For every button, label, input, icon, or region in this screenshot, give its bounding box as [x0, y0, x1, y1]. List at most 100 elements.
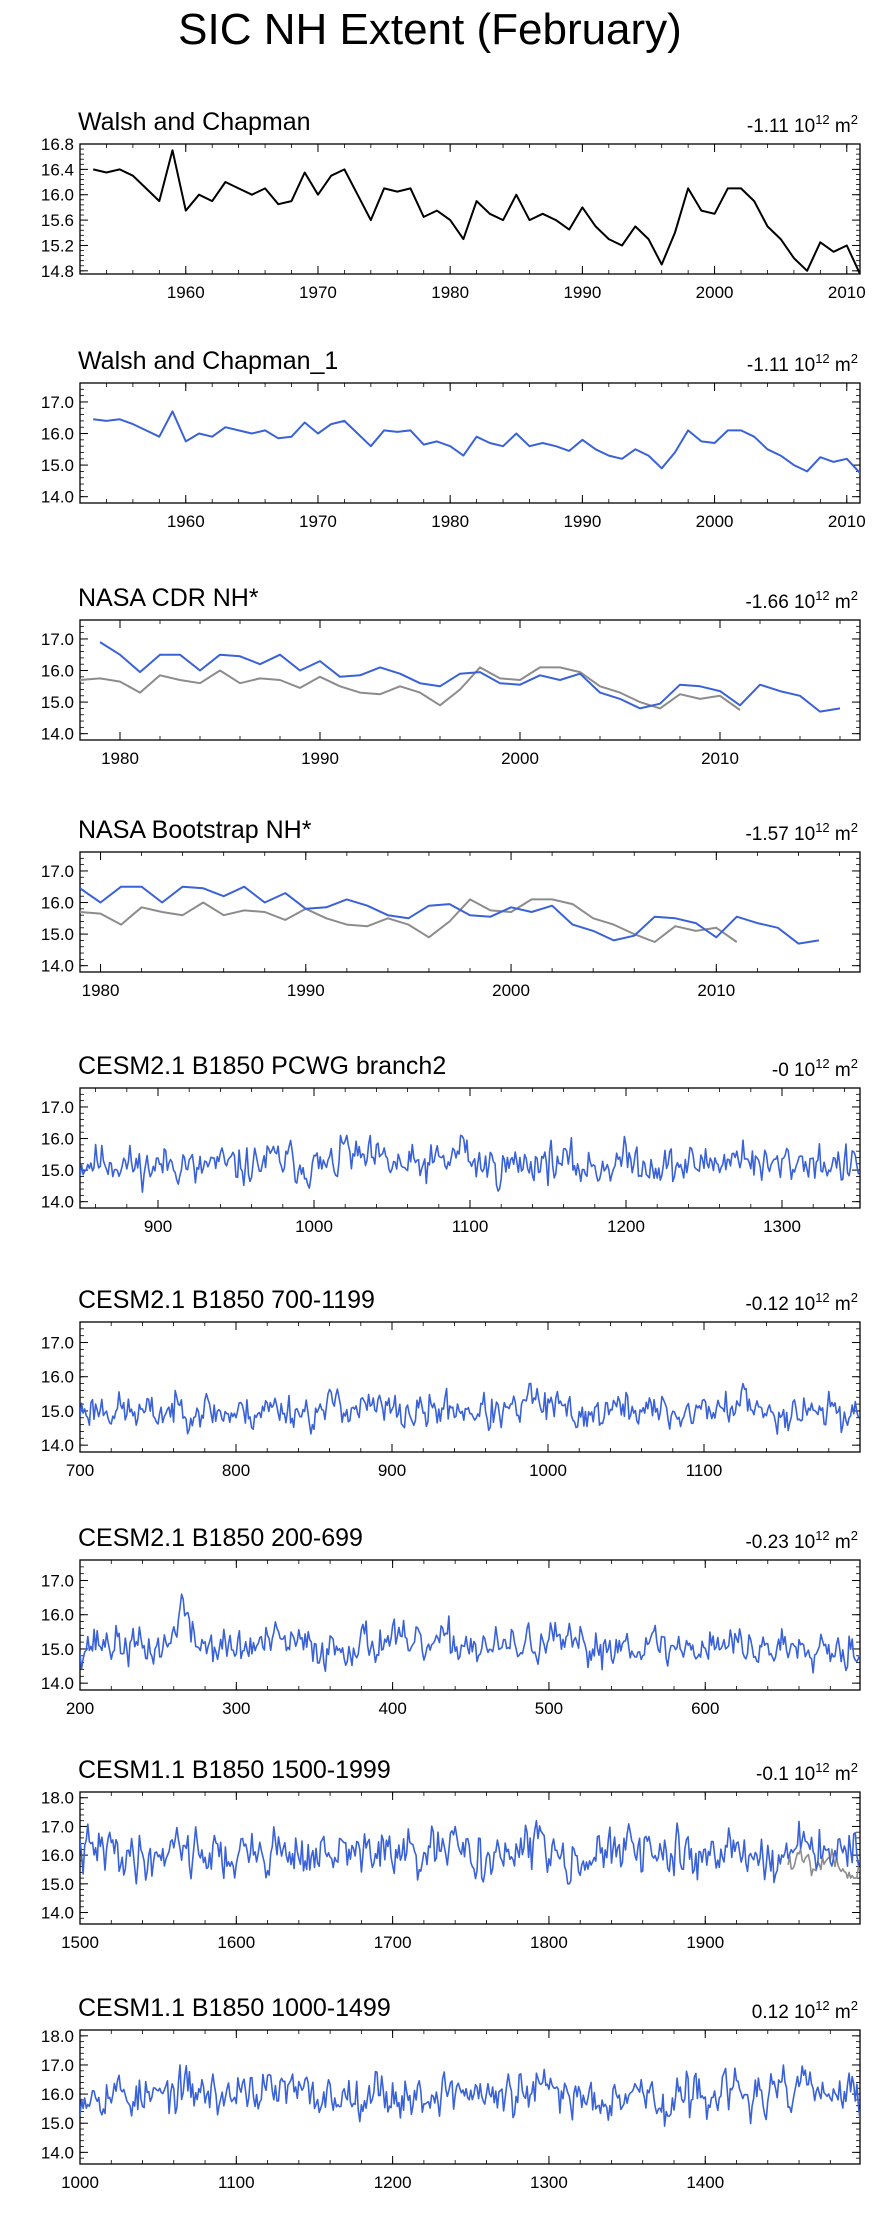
y-tick-label: 14.0: [41, 1436, 74, 1455]
series-line-observations: [787, 1848, 860, 1879]
series-line-model: [80, 2064, 860, 2127]
trend-unit-power: 2: [851, 1290, 858, 1305]
y-tick-label: 14.0: [41, 1193, 74, 1212]
x-tick-label: 1500: [61, 1933, 99, 1952]
y-tick-label: 15.2: [41, 236, 74, 255]
trend-exponent: 12: [815, 1760, 829, 1775]
trend-exponent: 12: [815, 112, 829, 127]
series-line-model: [80, 1819, 860, 1885]
trend-unit-power: 2: [851, 1056, 858, 1071]
x-tick-label: 1960: [167, 283, 205, 302]
plot-frame: [79, 851, 861, 973]
panel-title: CESM2.1 B1850 PCWG branch2: [78, 1052, 446, 1080]
y-tick-label: 15.0: [41, 1875, 74, 1894]
y-tick-label: 17.0: [41, 630, 74, 649]
trend-label: 0.12 1012 m2: [752, 1998, 858, 2023]
series-line-model: [80, 1593, 860, 1674]
panel-5: CESM2.1 B1850 PCWG branch2 -0 1012 m2 14.0…: [41, 1052, 861, 1236]
panel-title: CESM1.1 B1850 1000-1499: [78, 1994, 391, 2022]
x-tick-label: 300: [222, 1699, 250, 1718]
x-tick-label: 1000: [61, 2173, 99, 2192]
trend-exponent: 12: [815, 820, 829, 835]
trend-unit: m: [830, 1294, 851, 1315]
x-tick-label: 1100: [218, 2173, 255, 2192]
plot-frame: [79, 619, 861, 741]
figure-title: SIC NH Extent (February): [178, 5, 682, 54]
y-tick-label: 14.0: [41, 957, 74, 976]
x-tick-label: 400: [378, 1699, 406, 1718]
x-tick-label: 900: [378, 1461, 406, 1480]
trend-value: -1.11 10: [747, 355, 815, 376]
y-tick-label: 17.0: [41, 1334, 74, 1353]
x-tick-label: 1000: [295, 1217, 333, 1236]
trend-label: -1.57 1012 m2: [745, 820, 858, 845]
x-tick-label: 1990: [287, 981, 325, 1000]
trend-label: -1.66 1012 m2: [745, 588, 858, 613]
trend-unit-power: 2: [851, 1528, 858, 1543]
trend-unit: m: [830, 824, 851, 845]
x-tick-label: 1990: [301, 749, 339, 768]
panel-title: Walsh and Chapman: [78, 108, 311, 136]
trend-value: -0.23 10: [745, 1532, 815, 1553]
trend-unit-power: 2: [851, 1760, 858, 1775]
trend-value: -1.66 10: [745, 592, 815, 613]
y-tick-label: 17.0: [41, 1572, 74, 1591]
trend-value: -0 10: [772, 1060, 815, 1081]
trend-label: -1.11 1012 m2: [747, 351, 858, 376]
panel-9: CESM1.1 B1850 1000-1499 0.12 1012 m2 14.0 1…: [41, 1994, 861, 2192]
x-tick-label: 2000: [492, 981, 530, 1000]
y-tick-label: 17.0: [41, 1817, 74, 1836]
x-tick-label: 1400: [686, 2173, 724, 2192]
y-tick-label: 17.0: [41, 1098, 74, 1117]
x-tick-label: 1970: [299, 283, 337, 302]
x-tick-label: 2010: [828, 512, 866, 531]
x-tick-label: 1200: [607, 1217, 645, 1236]
x-tick-label: 1980: [101, 749, 139, 768]
y-tick-label: 16.0: [41, 425, 74, 444]
y-tick-label: 14.0: [41, 2143, 74, 2162]
trend-unit: m: [830, 116, 851, 137]
x-tick-label: 1800: [530, 1933, 568, 1952]
x-tick-label: 2000: [501, 749, 539, 768]
series-line-observations: [80, 666, 741, 711]
x-tick-label: 1000: [529, 1461, 567, 1480]
x-tick-label: 1990: [563, 283, 601, 302]
x-tick-label: 1700: [374, 1933, 412, 1952]
plot-frame: [79, 143, 861, 275]
trend-exponent: 12: [815, 1290, 829, 1305]
y-tick-label: 14.0: [41, 725, 74, 744]
series-line-model: [80, 885, 820, 945]
x-tick-label: 900: [144, 1217, 172, 1236]
x-tick-label: 1980: [431, 283, 469, 302]
y-tick-label: 14.0: [41, 1904, 74, 1923]
panel-3: NASA CDR NH* -1.66 1012 m2 14.0 15.0 16.0 17.…: [41, 584, 861, 768]
panel-7: CESM2.1 B1850 200-699 -0.23 1012 m2 14.0 15…: [41, 1524, 861, 1718]
y-tick-label: 16.0: [41, 662, 74, 681]
y-tick-label: 17.0: [41, 2056, 74, 2075]
series-line-model: [80, 1382, 860, 1435]
y-tick-label: 14.0: [41, 488, 74, 507]
y-tick-label: 15.0: [41, 1161, 74, 1180]
x-tick-label: 2000: [696, 512, 734, 531]
y-tick-label: 17.0: [41, 862, 74, 881]
trend-value: -0.1 10: [756, 1764, 815, 1785]
x-tick-label: 200: [66, 1699, 94, 1718]
y-tick-label: 14.0: [41, 1674, 74, 1693]
y-tick-label: 16.0: [41, 1368, 74, 1387]
panel-title: CESM2.1 B1850 200-699: [78, 1524, 363, 1552]
panel-title: CESM1.1 B1850 1500-1999: [78, 1756, 391, 1784]
panel-8: CESM1.1 B1850 1500-1999 -0.1 1012 m2 14.0 1…: [41, 1756, 861, 1952]
x-tick-label: 2010: [828, 283, 866, 302]
x-tick-label: 2010: [697, 981, 735, 1000]
trend-exponent: 12: [815, 1998, 829, 2013]
panel-title: NASA CDR NH*: [78, 584, 259, 612]
y-tick-label: 15.0: [41, 693, 74, 712]
trend-exponent: 12: [815, 588, 829, 603]
trend-unit: m: [830, 1764, 851, 1785]
plot-frame: [79, 382, 861, 504]
x-tick-label: 2010: [701, 749, 739, 768]
trend-unit-power: 2: [851, 112, 858, 127]
x-tick-label: 1200: [374, 2173, 412, 2192]
trend-label: -0.23 1012 m2: [745, 1528, 858, 1553]
trend-label: -1.11 1012 m2: [747, 112, 858, 137]
